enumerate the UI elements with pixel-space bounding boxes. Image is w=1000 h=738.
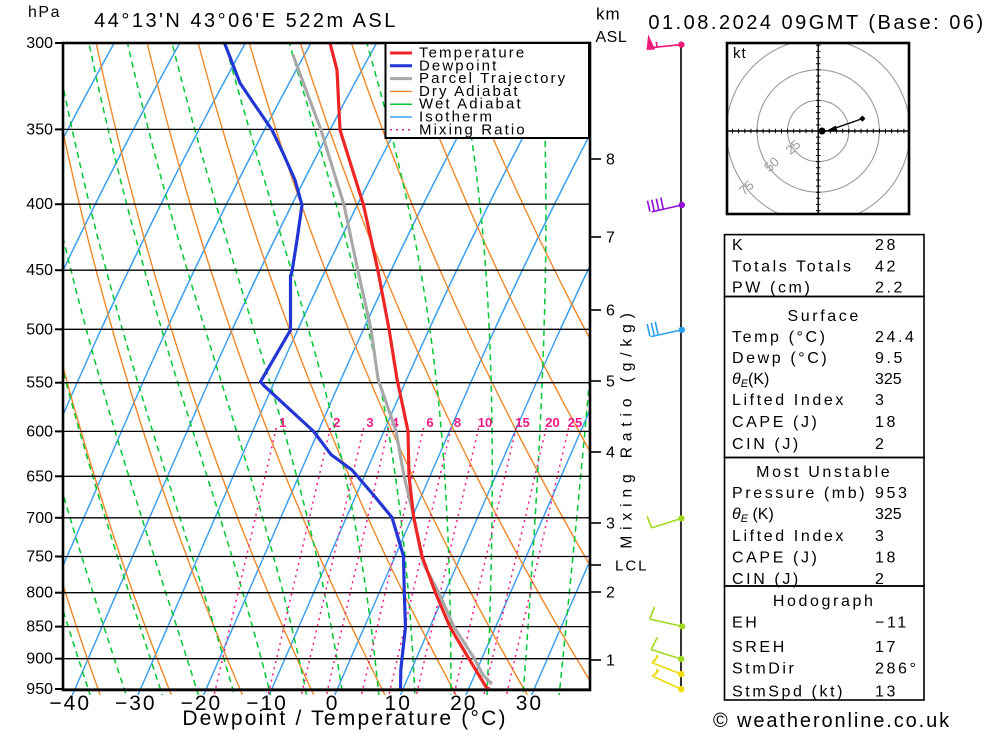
svg-text:450: 450 — [26, 262, 53, 279]
svg-text:Most Unstable: Most Unstable — [756, 464, 892, 481]
svg-text:Dewp (°C): Dewp (°C) — [732, 350, 829, 367]
svg-text:15: 15 — [515, 415, 529, 430]
svg-text:θE(K): θE(K) — [732, 371, 769, 390]
svg-text:325: 325 — [875, 506, 902, 523]
svg-text:18: 18 — [875, 414, 898, 431]
svg-text:1: 1 — [279, 415, 286, 430]
svg-text:3: 3 — [366, 415, 373, 430]
svg-text:LCL: LCL — [615, 558, 649, 575]
svg-text:20: 20 — [545, 415, 559, 430]
svg-text:2: 2 — [606, 585, 615, 602]
svg-text:3: 3 — [875, 392, 887, 409]
svg-text:EH: EH — [732, 615, 759, 632]
svg-text:30: 30 — [516, 692, 543, 715]
svg-text:24.4: 24.4 — [875, 329, 917, 346]
svg-text:400: 400 — [26, 196, 53, 213]
svg-text:7: 7 — [606, 230, 615, 247]
svg-text:800: 800 — [26, 585, 53, 602]
svg-text:Temperature: Temperature — [419, 45, 526, 62]
svg-text:CIN (J): CIN (J) — [732, 571, 801, 588]
svg-text:20: 20 — [450, 692, 477, 715]
svg-text:850: 850 — [26, 619, 53, 636]
svg-text:1: 1 — [606, 653, 615, 670]
svg-text:PW (cm): PW (cm) — [732, 280, 812, 297]
svg-text:900: 900 — [26, 651, 53, 668]
svg-text:km: km — [596, 5, 621, 24]
svg-text:−30: −30 — [115, 692, 157, 715]
svg-text:Surface: Surface — [788, 308, 861, 325]
svg-text:CIN (J): CIN (J) — [732, 436, 801, 453]
svg-text:Mixing Ratio (g/kg): Mixing Ratio (g/kg) — [619, 307, 636, 548]
svg-text:−20: −20 — [181, 692, 223, 715]
svg-text:650: 650 — [26, 468, 53, 485]
svg-text:28: 28 — [875, 237, 898, 254]
svg-text:42: 42 — [875, 259, 898, 276]
svg-text:Dewpoint: Dewpoint — [419, 57, 498, 74]
svg-text:−11: −11 — [875, 615, 909, 632]
svg-text:0: 0 — [326, 692, 340, 715]
svg-text:325: 325 — [875, 371, 902, 388]
svg-text:Pressure (mb): Pressure (mb) — [732, 485, 867, 502]
svg-text:CAPE (J): CAPE (J) — [732, 550, 819, 567]
svg-text:K: K — [732, 237, 745, 254]
svg-text:953: 953 — [875, 485, 910, 502]
svg-text:9.5: 9.5 — [875, 350, 905, 367]
svg-text:286°: 286° — [875, 661, 919, 678]
svg-text:5: 5 — [606, 374, 615, 391]
svg-text:300: 300 — [26, 35, 53, 52]
svg-text:kt: kt — [733, 45, 747, 62]
svg-text:550: 550 — [26, 375, 53, 392]
svg-text:18: 18 — [875, 550, 898, 567]
svg-text:4: 4 — [391, 415, 399, 430]
svg-text:6: 6 — [606, 303, 615, 320]
svg-text:01.08.2024 09GMT (Base: 06): 01.08.2024 09GMT (Base: 06) — [648, 12, 985, 34]
svg-text:350: 350 — [26, 121, 53, 138]
svg-text:2: 2 — [875, 571, 887, 588]
svg-text:Lifted Index: Lifted Index — [732, 528, 846, 545]
svg-text:CAPE (J): CAPE (J) — [732, 414, 819, 431]
svg-text:2: 2 — [333, 415, 340, 430]
svg-text:4: 4 — [606, 445, 615, 462]
svg-text:Wet Adiabat: Wet Adiabat — [419, 96, 523, 113]
svg-text:44°13'N 43°06'E 522m ASL: 44°13'N 43°06'E 522m ASL — [94, 10, 398, 32]
svg-text:StmDir: StmDir — [732, 661, 796, 678]
svg-text:Mixing Ratio: Mixing Ratio — [419, 121, 527, 138]
svg-text:hPa: hPa — [28, 4, 61, 21]
svg-text:950: 950 — [26, 681, 53, 698]
svg-text:6: 6 — [426, 415, 433, 430]
svg-text:© weatheronline.co.uk: © weatheronline.co.uk — [713, 710, 951, 732]
svg-text:θE (K): θE (K) — [732, 506, 774, 525]
svg-text:3: 3 — [606, 516, 615, 533]
svg-text:−40: −40 — [49, 692, 91, 715]
svg-text:600: 600 — [26, 423, 53, 440]
svg-text:17: 17 — [875, 639, 898, 656]
svg-text:Dewpoint / Temperature (°C): Dewpoint / Temperature (°C) — [182, 707, 507, 730]
svg-text:25: 25 — [568, 415, 582, 430]
svg-text:3: 3 — [875, 528, 887, 545]
svg-text:10: 10 — [478, 415, 492, 430]
svg-text:13: 13 — [875, 684, 898, 701]
svg-text:Temp (°C): Temp (°C) — [732, 329, 828, 346]
svg-text:−10: −10 — [246, 692, 288, 715]
svg-text:2.2: 2.2 — [875, 280, 905, 297]
svg-text:500: 500 — [26, 321, 53, 338]
svg-text:10: 10 — [385, 692, 412, 715]
svg-text:2: 2 — [875, 436, 887, 453]
svg-text:SREH: SREH — [732, 639, 787, 656]
svg-text:Hodograph: Hodograph — [773, 593, 876, 610]
svg-text:StmSpd (kt): StmSpd (kt) — [732, 684, 845, 701]
svg-text:8: 8 — [606, 152, 615, 169]
svg-text:ASL: ASL — [596, 29, 628, 46]
svg-text:Dry Adiabat: Dry Adiabat — [419, 83, 520, 100]
svg-text:Parcel Trajectory: Parcel Trajectory — [419, 70, 567, 87]
svg-text:Lifted Index: Lifted Index — [732, 392, 846, 409]
svg-text:8: 8 — [454, 415, 461, 430]
svg-text:750: 750 — [26, 549, 53, 566]
svg-text:Isotherm: Isotherm — [419, 109, 494, 126]
svg-text:Totals Totals: Totals Totals — [732, 259, 854, 276]
svg-text:700: 700 — [26, 510, 53, 527]
